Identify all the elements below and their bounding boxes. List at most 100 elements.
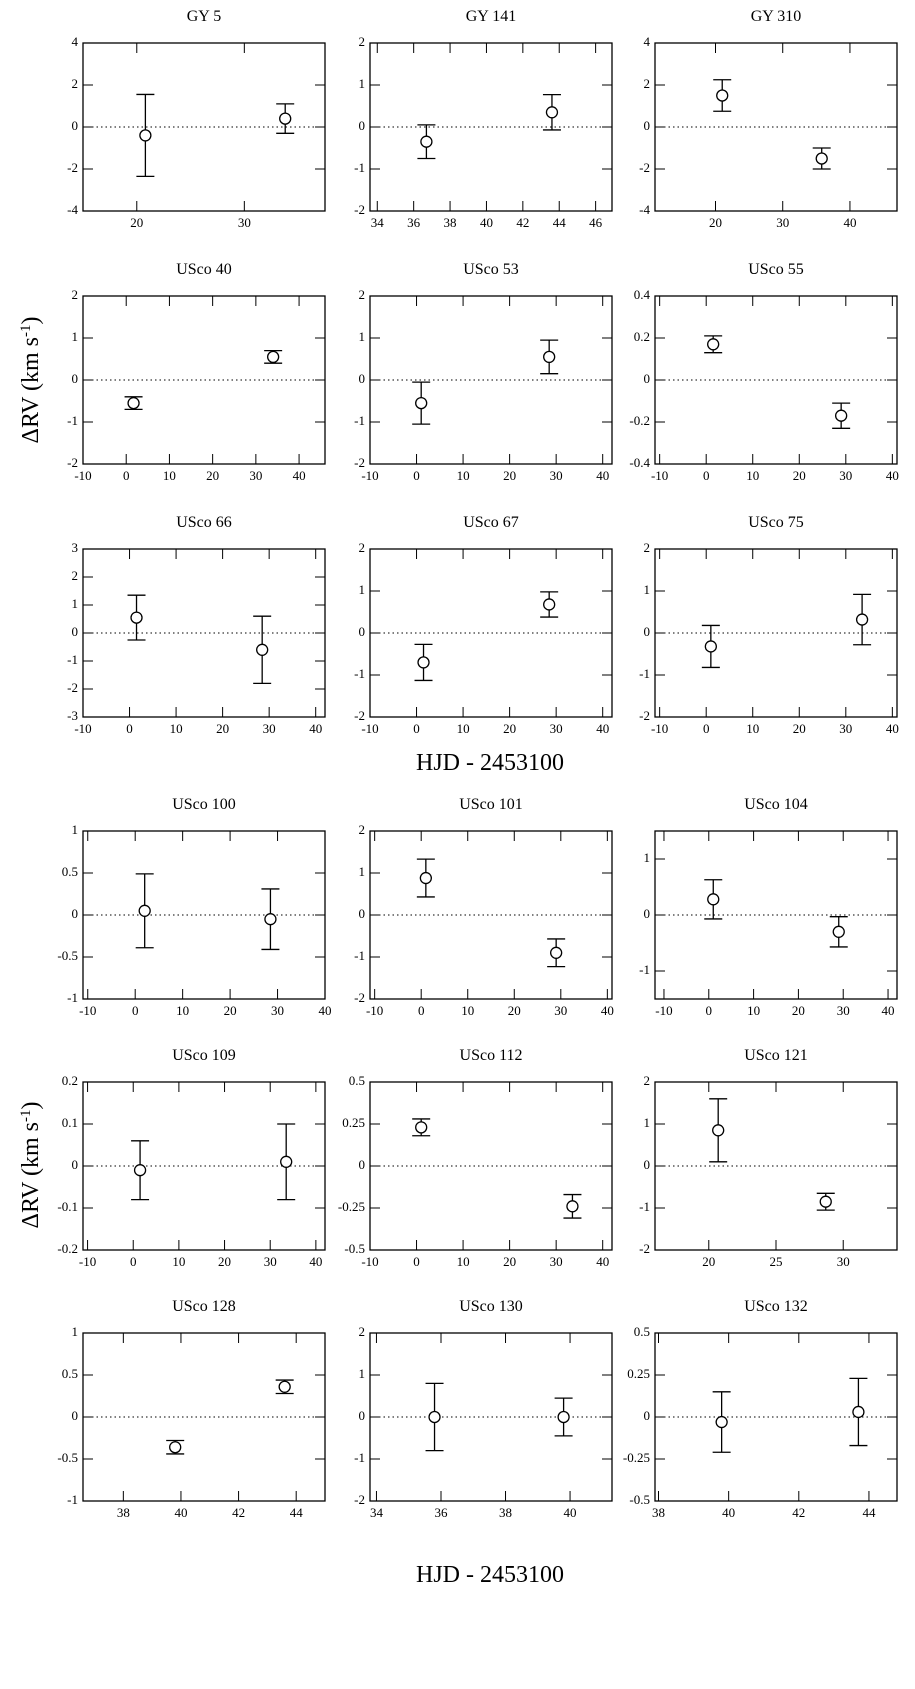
x-tick-label: 20 (702, 1254, 715, 1269)
panel-title: USco 75 (748, 514, 804, 531)
y-tick-label: -2 (354, 455, 365, 470)
panel-title: USco 66 (176, 514, 232, 531)
y-tick-label: -0.5 (629, 1492, 650, 1507)
y-tick-label: -0.5 (57, 1450, 78, 1465)
panel-title: USco 121 (744, 1047, 808, 1064)
x-tick-label: -10 (651, 468, 668, 483)
y-tick-label: 3 (72, 540, 79, 555)
x-tick-label: 36 (407, 215, 421, 230)
x-tick-label: 20 (218, 1254, 231, 1269)
y-tick-label: 0.1 (62, 1115, 78, 1130)
x-tick-label: 44 (862, 1505, 876, 1520)
y-tick-label: -2 (354, 1492, 365, 1507)
x-tick-label: 20 (709, 215, 722, 230)
y-tick-label: 0 (359, 371, 366, 386)
x-tick-label: 44 (290, 1505, 304, 1520)
y-tick-label: 0.25 (627, 1366, 650, 1381)
panel-title: USco 100 (172, 796, 236, 813)
x-tick-label: -10 (655, 1003, 672, 1018)
x-tick-label: -10 (79, 1003, 96, 1018)
y-tick-label: -0.2 (57, 1241, 78, 1256)
panel-title: USco 109 (172, 1047, 236, 1064)
data-point (707, 893, 720, 906)
y-tick-label: -3 (67, 708, 78, 723)
data-point (835, 409, 848, 422)
data-point (550, 946, 563, 959)
y-tick-label: 2 (72, 568, 79, 583)
data-point (415, 396, 428, 410)
x-tick-label: 10 (163, 468, 176, 483)
x-tick-label: -10 (361, 721, 378, 736)
y-tick-label: 0 (644, 371, 651, 386)
y-tick-label: 2 (359, 822, 366, 837)
y-tick-label: -1 (639, 962, 650, 977)
y-tick-label: 0 (644, 1408, 651, 1423)
y-tick-label: -1 (67, 652, 78, 667)
data-point (543, 350, 556, 364)
data-point (428, 1410, 441, 1424)
y-tick-label: 1 (359, 582, 366, 597)
x-tick-label: 20 (793, 468, 806, 483)
x-tick-label: 0 (706, 1003, 713, 1018)
y-tick-label: 1 (72, 1324, 79, 1339)
x-tick-label: 42 (792, 1505, 805, 1520)
x-tick-label: 40 (722, 1505, 735, 1520)
x-tick-label: 20 (503, 1254, 516, 1269)
y-tick-label: 1 (72, 596, 79, 611)
data-point (264, 913, 277, 926)
y-tick-label: 2 (359, 540, 366, 555)
y-axis-label-part: -1 (18, 325, 34, 338)
y-tick-label: 0 (359, 906, 366, 921)
data-point (278, 1380, 291, 1393)
x-tick-label: 40 (309, 721, 322, 736)
y-tick-label: -1 (354, 1450, 365, 1465)
x-tick-label: 46 (589, 215, 603, 230)
x-tick-label: 40 (886, 468, 899, 483)
y-tick-label: -1 (354, 666, 365, 681)
y-tick-label: -1 (354, 413, 365, 428)
y-tick-label: 1 (359, 1366, 366, 1381)
x-tick-label: 30 (776, 215, 789, 230)
x-tick-label: 30 (271, 1003, 284, 1018)
data-point (545, 106, 559, 119)
x-tick-label: -10 (74, 468, 91, 483)
data-point (832, 925, 845, 938)
data-point (266, 350, 280, 364)
data-point (852, 1405, 865, 1419)
y-tick-label: 2 (644, 540, 651, 555)
x-tick-label: 40 (601, 1003, 614, 1018)
x-axis-label: HJD - 2453100 (416, 750, 564, 776)
y-tick-label: -0.25 (623, 1450, 650, 1465)
y-tick-label: -2 (354, 202, 365, 217)
x-tick-label: 20 (503, 721, 516, 736)
x-tick-label: 38 (117, 1505, 130, 1520)
x-axis-label: HJD - 2453100 (416, 1562, 564, 1588)
x-tick-label: 40 (596, 1254, 609, 1269)
x-tick-label: 0 (703, 468, 710, 483)
y-tick-label: 0 (644, 906, 651, 921)
x-tick-label: -10 (79, 1254, 96, 1269)
y-axis-label-part: ) (18, 317, 44, 325)
y-axis-label-part: ΔRV (km s (18, 337, 44, 443)
x-tick-label: 30 (839, 721, 852, 736)
x-tick-label: 10 (176, 1003, 189, 1018)
x-tick-label: 42 (232, 1505, 245, 1520)
x-tick-label: 20 (130, 215, 143, 230)
x-tick-label: 40 (596, 468, 609, 483)
x-tick-label: 40 (309, 1254, 322, 1269)
y-tick-label: 0 (72, 906, 79, 921)
y-tick-label: -1 (354, 948, 365, 963)
y-tick-label: 4 (72, 34, 79, 49)
y-tick-label: 0.5 (62, 864, 78, 879)
data-point (819, 1195, 832, 1208)
y-tick-label: 1 (359, 329, 366, 344)
x-tick-label: 20 (792, 1003, 805, 1018)
panel-title: USco 40 (176, 261, 232, 278)
y-tick-label: 0.25 (342, 1115, 365, 1130)
y-tick-label: 0 (359, 118, 366, 133)
x-tick-label: 44 (553, 215, 567, 230)
y-tick-label: 0.5 (349, 1073, 365, 1088)
y-tick-label: 0 (359, 624, 366, 639)
data-point (815, 152, 828, 165)
